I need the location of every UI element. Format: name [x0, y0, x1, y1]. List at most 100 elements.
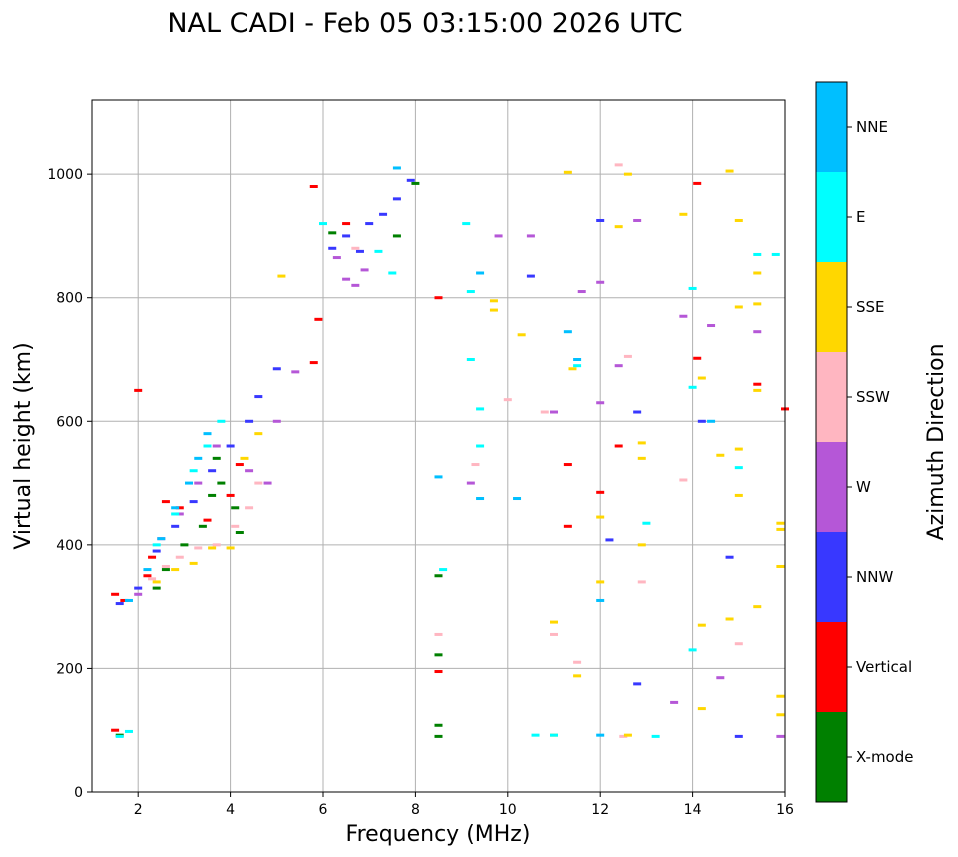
data-point	[263, 481, 272, 485]
data-point	[291, 370, 300, 374]
data-point	[212, 456, 221, 460]
data-point	[406, 178, 415, 182]
colorbar: X-mode Vertical NNW W SSW SSE E NNE	[815, 81, 913, 803]
data-point	[434, 296, 443, 300]
data-point	[171, 512, 180, 516]
data-point	[466, 481, 475, 485]
series-nne	[124, 166, 716, 737]
data-point	[231, 524, 240, 528]
data-point	[328, 246, 337, 250]
data-point	[596, 598, 605, 602]
series-e	[115, 222, 780, 738]
data-point	[697, 623, 706, 627]
data-point	[725, 169, 734, 173]
data-point	[175, 512, 184, 516]
data-point	[697, 707, 706, 711]
data-point	[124, 598, 133, 602]
x-tick-label: 2	[134, 802, 143, 818]
data-point	[342, 277, 351, 281]
data-point	[697, 419, 706, 423]
data-point	[194, 546, 203, 550]
colorbar-label: Azimuth Direction	[924, 343, 949, 540]
data-point	[226, 493, 235, 497]
data-point	[212, 543, 221, 547]
data-point	[697, 376, 706, 380]
colorbar-segment	[816, 82, 847, 172]
data-point	[161, 564, 170, 568]
data-point	[623, 172, 632, 176]
data-point	[707, 324, 716, 328]
data-point	[254, 432, 263, 436]
data-point	[753, 388, 762, 392]
y-tick-label: 1000	[47, 167, 83, 183]
data-point	[171, 506, 180, 510]
colorbar-segment	[816, 712, 847, 802]
data-point	[189, 561, 198, 565]
data-point	[688, 286, 697, 290]
data-point	[619, 734, 628, 738]
data-point	[776, 713, 785, 717]
data-point	[194, 481, 203, 485]
data-point	[670, 700, 679, 704]
x-tick-label: 4	[226, 802, 235, 818]
plot-area: 2 4 6 8 10 12 14 16 0 200 400 600 800 1000	[47, 99, 794, 818]
data-point	[596, 490, 605, 494]
data-point	[152, 580, 161, 584]
data-point	[466, 358, 475, 361]
data-point	[203, 444, 212, 448]
data-point	[342, 222, 351, 226]
y-tick-label: 400	[56, 538, 83, 554]
data-point	[143, 568, 152, 572]
plot-background	[92, 100, 785, 792]
data-point	[203, 432, 212, 436]
data-point	[120, 598, 129, 602]
data-point	[753, 271, 762, 275]
data-point	[642, 521, 651, 525]
data-point	[388, 271, 397, 275]
data-point	[328, 231, 337, 235]
data-point	[753, 382, 762, 386]
data-point	[226, 444, 235, 448]
series-x-mode	[115, 181, 443, 738]
data-point	[235, 463, 244, 467]
data-point	[573, 660, 582, 664]
data-point	[374, 249, 383, 253]
x-axis-ticks: 2 4 6 8 10 12 14 16	[134, 792, 794, 818]
data-point	[776, 734, 785, 738]
data-point	[161, 500, 170, 504]
data-point	[240, 456, 249, 460]
data-point	[489, 299, 498, 303]
data-point	[623, 354, 632, 358]
data-point	[596, 733, 605, 737]
data-point	[439, 568, 448, 572]
data-point	[550, 733, 558, 737]
data-point	[688, 385, 697, 389]
data-point	[309, 185, 318, 188]
data-point	[277, 274, 286, 278]
data-point	[596, 280, 605, 284]
data-point	[540, 410, 549, 414]
colorbar-segment	[816, 532, 847, 622]
x-tick-label: 8	[411, 802, 420, 818]
data-point	[753, 252, 762, 256]
data-point	[392, 197, 401, 201]
colorbar-tick-label: E	[856, 208, 865, 226]
x-tick-label: 10	[499, 802, 517, 818]
data-point	[365, 222, 374, 226]
data-point	[124, 729, 133, 733]
data-point	[272, 367, 281, 371]
data-point	[476, 271, 485, 275]
data-point	[148, 577, 157, 581]
data-point	[161, 568, 170, 572]
data-point	[180, 543, 189, 547]
x-tick-label: 6	[319, 802, 328, 818]
data-point	[707, 419, 716, 423]
data-point	[637, 580, 646, 584]
data-point	[633, 218, 642, 222]
series-sse	[152, 169, 785, 737]
colorbar-tick-label: W	[856, 478, 871, 496]
data-point	[753, 302, 762, 306]
data-point	[550, 632, 558, 636]
data-point	[208, 546, 217, 550]
data-point	[679, 212, 688, 216]
